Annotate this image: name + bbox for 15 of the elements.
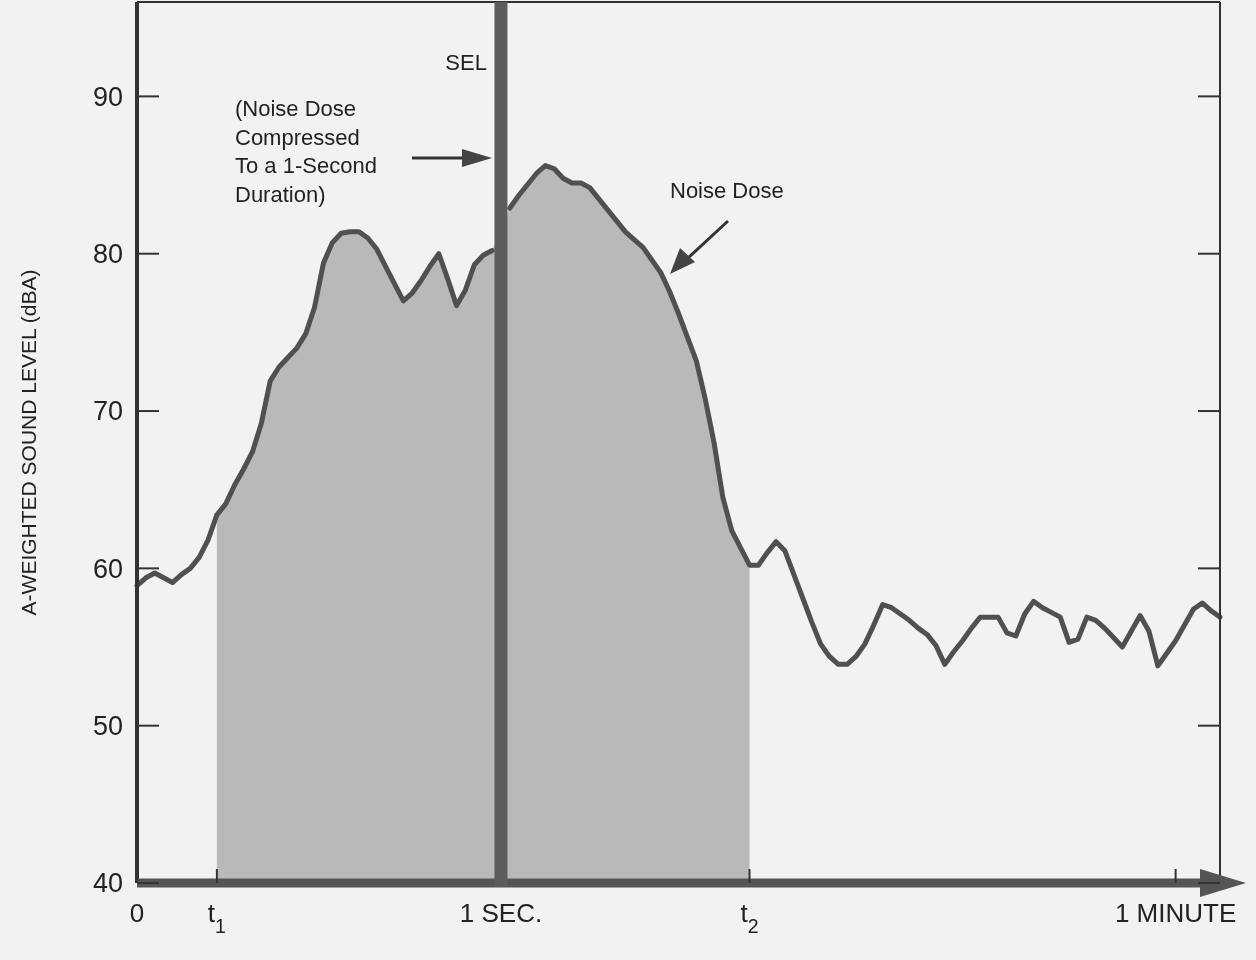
ref-line-label: SEL	[445, 50, 487, 75]
x-tick-label: 0	[129, 898, 145, 928]
annotation: (Noise Dose Compressed To a 1-Second Duration)	[235, 96, 377, 207]
x-tick-label: t$_{2}$	[740, 898, 759, 937]
y-axis-title: A-WEIGHTED SOUND LEVEL (dBA)	[17, 269, 40, 616]
y-tick-label: 70	[92, 396, 123, 427]
y-tick-label: 80	[92, 239, 123, 270]
y-tick-label: 90	[92, 81, 123, 112]
y-tick-label: 50	[92, 711, 123, 742]
y-tick-label: 60	[92, 553, 123, 584]
text: Noise Dose	[670, 178, 784, 203]
y-tick-label: 40	[92, 868, 123, 899]
x-tick-label: t$_{1}$	[207, 898, 226, 937]
x-tick-label: 1 MINUTE	[1114, 898, 1237, 928]
x-tick-label: 1 SEC.	[459, 898, 543, 928]
